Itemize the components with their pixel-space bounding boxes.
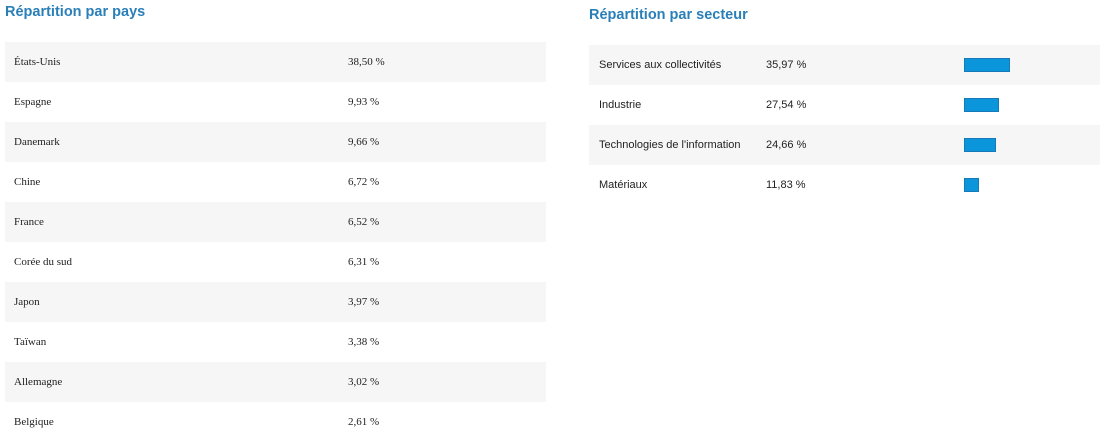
sector-name: Industrie — [599, 99, 642, 111]
table-row: Corée du sud 6,31 % — [5, 242, 546, 282]
country-name: Corée du sud — [14, 256, 73, 268]
country-percentage: 6,72 % — [348, 176, 380, 188]
sector-name: Services aux collectivités — [599, 59, 722, 71]
sector-name: Technologies de l'information — [599, 139, 741, 151]
sector-breakdown-title: Répartition par secteur — [589, 7, 748, 23]
country-percentage: 2,61 % — [348, 416, 380, 428]
table-row: Matériaux 11,83 % — [589, 165, 1100, 205]
country-percentage: 6,31 % — [348, 256, 380, 268]
country-name: Chine — [14, 176, 41, 188]
table-row: Espagne 9,93 % — [5, 82, 546, 122]
country-percentage: 3,97 % — [348, 296, 380, 308]
country-name: Belgique — [14, 416, 54, 428]
sector-breakdown-table: Services aux collectivités 35,97 % Indus… — [589, 45, 1100, 205]
table-row: États-Unis 38,50 % — [5, 42, 546, 82]
sector-percentage: 35,97 % — [766, 59, 807, 71]
country-percentage: 6,52 % — [348, 216, 380, 228]
sector-bar — [964, 138, 996, 152]
sector-percentage: 27,54 % — [766, 99, 807, 111]
table-row: Industrie 27,54 % — [589, 85, 1100, 125]
country-percentage: 9,93 % — [348, 96, 380, 108]
table-row: Taïwan 3,38 % — [5, 322, 546, 362]
country-name: France — [14, 216, 44, 228]
sector-bar — [964, 98, 999, 112]
sector-bar — [964, 178, 979, 192]
country-name: Allemagne — [14, 376, 63, 388]
country-breakdown-title: Répartition par pays — [5, 4, 146, 20]
country-percentage: 9,66 % — [348, 136, 380, 148]
table-row: Danemark 9,66 % — [5, 122, 546, 162]
country-breakdown-table: États-Unis 38,50 % Espagne 9,93 % Danema… — [5, 42, 546, 442]
table-row: Technologies de l'information 24,66 % — [589, 125, 1100, 165]
sector-percentage: 24,66 % — [766, 139, 807, 151]
table-row: Japon 3,97 % — [5, 282, 546, 322]
country-name: États-Unis — [14, 56, 61, 68]
sector-percentage: 11,83 % — [766, 179, 806, 191]
sector-name: Matériaux — [599, 179, 648, 191]
country-percentage: 38,50 % — [348, 56, 385, 68]
country-name: Danemark — [14, 136, 60, 148]
sector-bar-track — [964, 98, 1084, 112]
sector-bar-track — [964, 58, 1084, 72]
table-row: Chine 6,72 % — [5, 162, 546, 202]
country-percentage: 3,02 % — [348, 376, 380, 388]
sector-bar-track — [964, 138, 1084, 152]
sector-bar — [964, 58, 1010, 72]
country-name: Japon — [14, 296, 40, 308]
country-name: Taïwan — [14, 336, 47, 348]
table-row: Allemagne 3,02 % — [5, 362, 546, 402]
sector-bar-track — [964, 178, 1084, 192]
country-name: Espagne — [14, 96, 52, 108]
table-row: Services aux collectivités 35,97 % — [589, 45, 1100, 85]
table-row: Belgique 2,61 % — [5, 402, 546, 442]
table-row: France 6,52 % — [5, 202, 546, 242]
country-percentage: 3,38 % — [348, 336, 380, 348]
